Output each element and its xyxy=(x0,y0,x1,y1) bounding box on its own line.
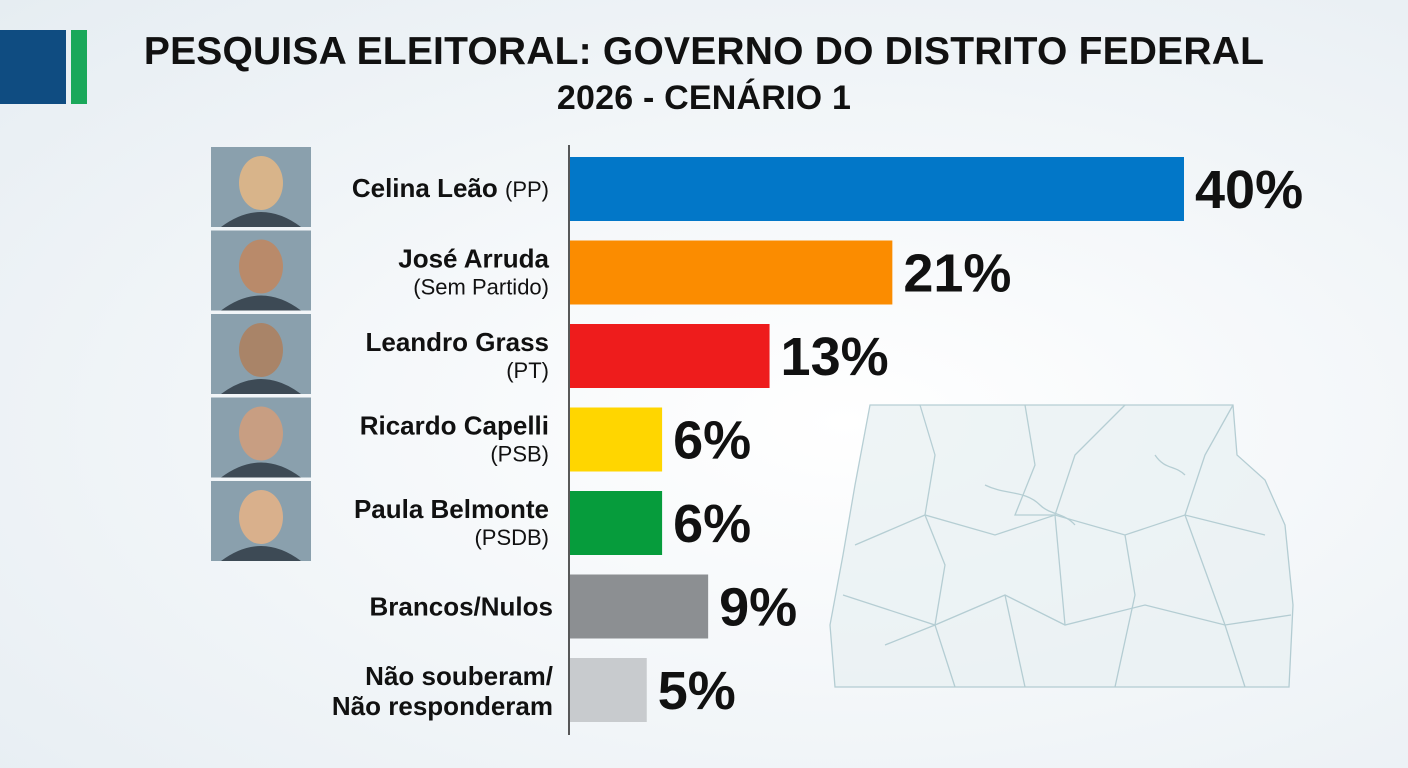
category-label-3: Leandro Grass xyxy=(365,327,549,357)
category-label-1: Celina Leão (PP) xyxy=(352,173,549,203)
bar-1 xyxy=(570,157,1184,221)
value-label-2: 21% xyxy=(903,244,1011,304)
value-label-4: 6% xyxy=(673,411,751,471)
party-label-3: (PT) xyxy=(506,358,549,383)
value-label-5: 6% xyxy=(673,494,751,554)
bar-3 xyxy=(570,324,770,388)
category-label-6: Brancos/Nulos xyxy=(370,592,554,622)
bar-4 xyxy=(570,407,663,472)
party-label-4: (PSB) xyxy=(490,442,549,467)
chart-title: PESQUISA ELEITORAL: GOVERNO DO DISTRITO … xyxy=(143,30,1265,73)
party-label-2: (Sem Partido) xyxy=(413,275,549,300)
party-label-5: (PSDB) xyxy=(474,525,549,550)
value-label-3: 13% xyxy=(781,327,889,387)
accent-bar-blue xyxy=(0,30,66,104)
category-label-2: José Arruda xyxy=(398,244,549,274)
bar-2 xyxy=(570,240,893,305)
accent-bar-green xyxy=(71,30,87,104)
category-label-4: Ricardo Capelli xyxy=(360,411,549,441)
candidate-photo-4 xyxy=(211,397,311,478)
candidate-photo-2 xyxy=(211,230,311,311)
category-label-7: Não souberam/ xyxy=(365,661,553,691)
value-label-7: 5% xyxy=(658,661,736,721)
value-label-1: 40% xyxy=(1195,160,1303,220)
candidate-photo-5 xyxy=(211,481,311,561)
bar-5 xyxy=(570,491,663,555)
value-label-6: 9% xyxy=(719,578,797,638)
category-label-5: Paula Belmonte xyxy=(354,494,549,524)
bar-6 xyxy=(570,574,709,639)
party-label-1: (PP) xyxy=(505,177,549,202)
category-label-7-line2: Não responderam xyxy=(332,691,553,721)
chart-subtitle: 2026 - CENÁRIO 1 xyxy=(556,79,852,117)
candidate-photo-3 xyxy=(211,314,311,394)
map-of-federal-district xyxy=(829,404,1294,688)
bar-7 xyxy=(570,658,647,722)
candidate-photo-1 xyxy=(211,147,311,227)
